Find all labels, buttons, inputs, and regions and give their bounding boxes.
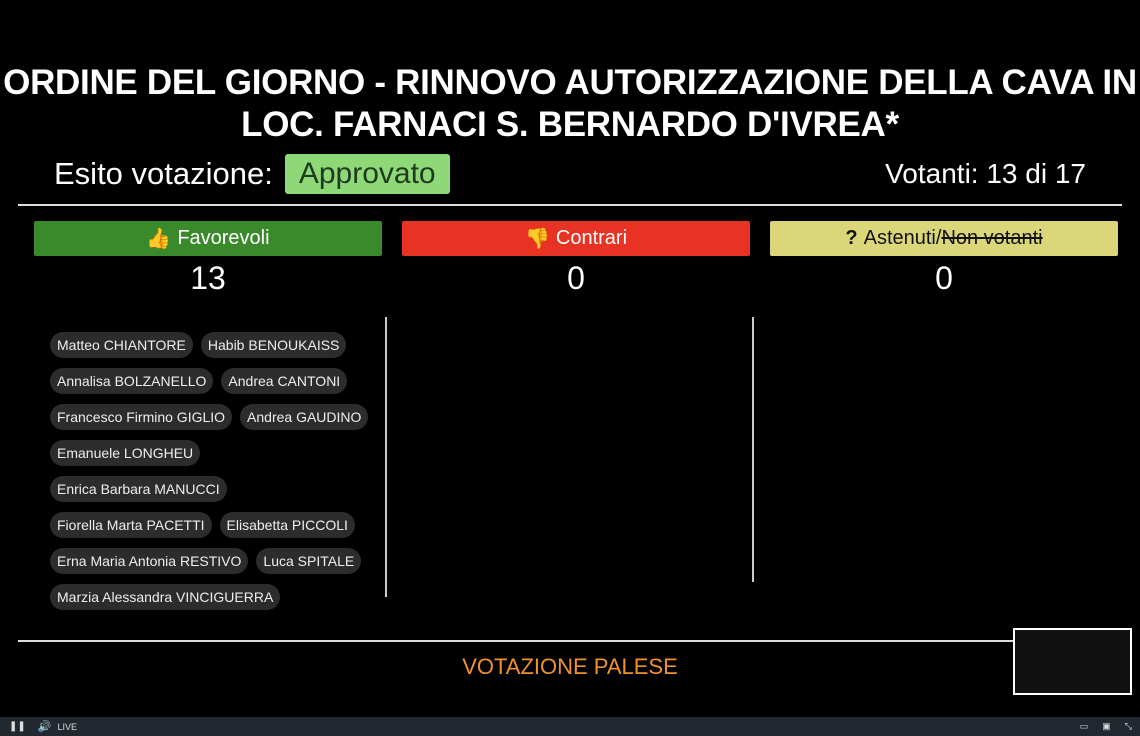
voter-name: Annalisa BOLZANELLO xyxy=(50,368,214,394)
voter-name: Elisabetta PICCOLI xyxy=(219,512,355,538)
captions-icon[interactable]: ▭ xyxy=(1079,721,1089,731)
voter-name: Andrea CANTONI xyxy=(221,368,348,394)
exit-fullscreen-icon[interactable]: ⤡ xyxy=(1124,721,1132,731)
voter-name: Luca SPITALE xyxy=(256,548,362,574)
count-contrari: 0 xyxy=(567,260,585,296)
thumbs-down-icon: 👎 xyxy=(524,228,550,250)
voter-name: Emanuele LONGHEU xyxy=(50,440,201,466)
voter-name: Marzia Alessandra VINCIGUERRA xyxy=(50,584,281,610)
column-divider xyxy=(385,317,387,597)
live-label: LIVE xyxy=(57,721,77,732)
player-controls: ❚❚ 🔊 LIVE ▭ ▣ ⤡ xyxy=(0,717,1140,736)
page-title: ORDINE DEL GIORNO - RINNOVO AUTORIZZAZIO… xyxy=(3,63,1137,144)
volume-icon[interactable]: 🔊 xyxy=(37,721,52,733)
voter-name: Habib BENOUKAISS xyxy=(200,332,347,358)
status-badge: Approvato xyxy=(284,154,450,194)
voter-name: Francesco Firmino GIGLIO xyxy=(50,404,233,430)
pip-icon[interactable]: ▣ xyxy=(1102,721,1111,731)
result-label: Esito votazione: xyxy=(54,156,273,191)
voters-count: Votanti: 13 di 17 xyxy=(885,158,1086,189)
divider xyxy=(18,640,1013,642)
column-favorevoli: 👍 Favorevoli 13 xyxy=(34,221,382,297)
pause-icon[interactable]: ❚❚ xyxy=(9,721,26,732)
vote-result: Esito votazione: Approvato xyxy=(54,154,450,194)
column-divider xyxy=(752,317,754,582)
picture-in-picture-preview[interactable] xyxy=(1013,628,1132,695)
count-astenuti: 0 xyxy=(935,260,953,296)
voter-name: Matteo CHIANTORE xyxy=(50,332,193,358)
count-favorevoli: 13 xyxy=(190,260,226,296)
question-icon: ? xyxy=(845,227,858,249)
column-contrari: 👎 Contrari 0 xyxy=(402,221,750,297)
voter-name: Fiorella Marta PACETTI xyxy=(50,512,212,538)
voter-name: Enrica Barbara MANUCCI xyxy=(50,476,227,502)
voter-name: Erna Maria Antonia RESTIVO xyxy=(50,548,249,574)
divider xyxy=(18,204,1122,206)
column-astenuti: ? Astenuti/Non votanti 0 xyxy=(770,221,1118,297)
voter-name: Andrea GAUDINO xyxy=(240,404,369,430)
thumbs-up-icon: 👍 xyxy=(146,228,172,250)
favorevoli-list: Matteo CHIANTORE Habib BENOUKAISS Annalisa… xyxy=(50,332,380,610)
vote-type: VOTAZIONE PALESE xyxy=(462,654,678,679)
